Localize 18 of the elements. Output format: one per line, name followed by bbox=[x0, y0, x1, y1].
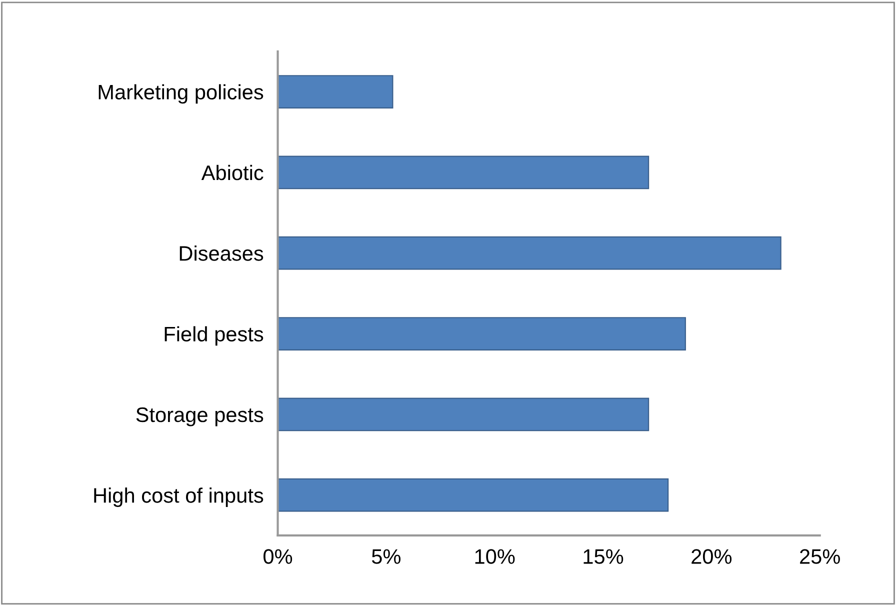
bar bbox=[278, 75, 394, 108]
bar bbox=[278, 156, 650, 190]
y-tick-label: Abiotic bbox=[201, 164, 264, 180]
x-tick-label: 5% bbox=[372, 549, 400, 564]
y-tick-label: Marketing policies bbox=[98, 84, 264, 104]
x-tick-label: 15% bbox=[584, 549, 624, 564]
y-tick-label: High cost of inputs bbox=[94, 488, 264, 507]
y-tick-label: Field pests bbox=[164, 326, 264, 346]
x-tick-label: 20% bbox=[692, 549, 732, 564]
y-tick-label: Storage pests bbox=[136, 407, 264, 426]
x-tick-label: 0% bbox=[264, 549, 292, 564]
bar bbox=[278, 478, 669, 512]
bar bbox=[278, 317, 686, 350]
x-tick-label: 10% bbox=[475, 549, 515, 564]
x-tick-label: 25% bbox=[800, 549, 840, 564]
y-tick-label: Diseases bbox=[180, 246, 264, 261]
bar bbox=[278, 398, 650, 432]
bar bbox=[278, 236, 782, 270]
